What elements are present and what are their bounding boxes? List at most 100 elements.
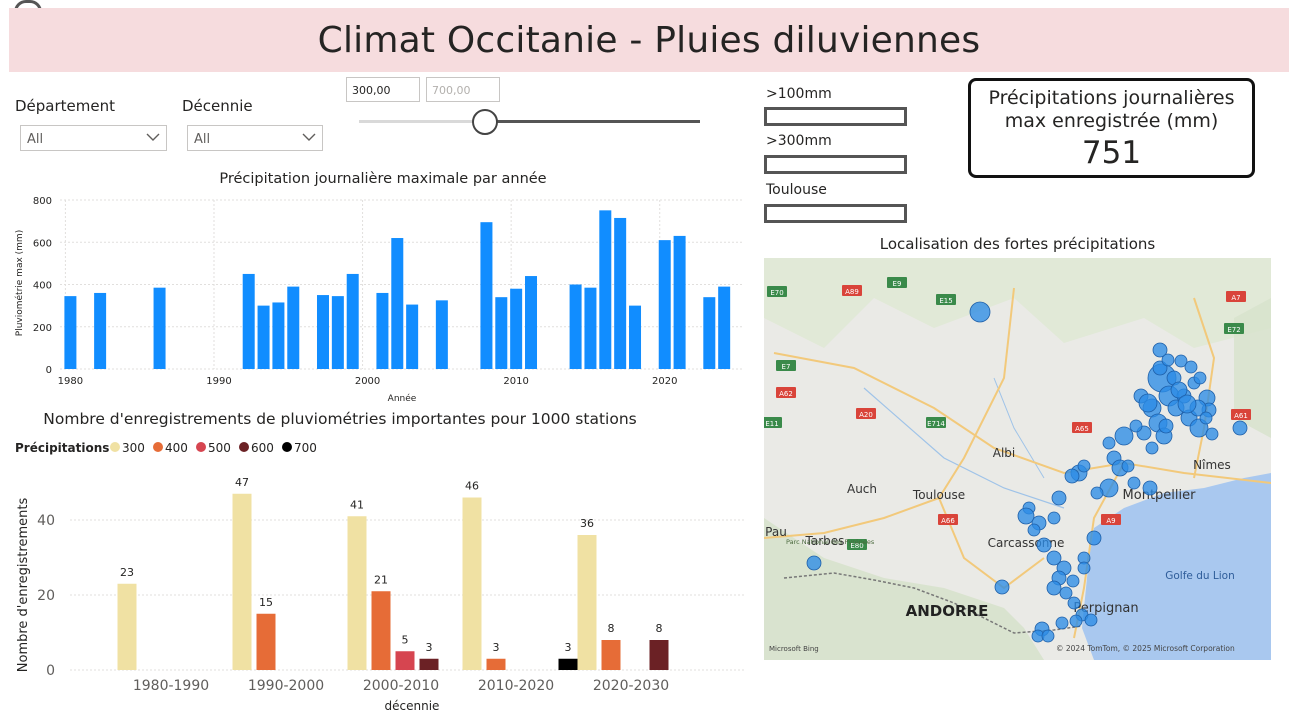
precipitation-marker[interactable] [1114, 426, 1134, 446]
chart1-bar[interactable] [346, 273, 359, 369]
chart1-bars[interactable] [64, 210, 731, 370]
chart1-bar[interactable] [584, 287, 597, 369]
chart2-bar[interactable] [117, 583, 137, 670]
chart1-bar[interactable] [614, 217, 627, 369]
precipitation-marker[interactable] [1027, 523, 1041, 537]
chart2-legend-item[interactable]: 600 [239, 441, 274, 455]
chart2-bar[interactable] [649, 640, 669, 670]
range-min-input[interactable]: 300,00 [346, 77, 420, 102]
precipitation-marker[interactable] [1090, 486, 1104, 500]
precipitation-marker[interactable] [1036, 537, 1052, 553]
precipitation-marker[interactable] [1047, 511, 1061, 525]
chart1-bar[interactable] [658, 240, 671, 369]
precipitation-marker[interactable] [1184, 360, 1198, 374]
precipitation-marker[interactable] [1158, 418, 1174, 434]
departement-dropdown[interactable]: All [20, 125, 167, 151]
precipitation-marker[interactable] [1152, 342, 1168, 358]
precipitation-marker[interactable] [1077, 561, 1091, 575]
precipitation-marker[interactable] [1046, 550, 1062, 566]
chart1-bar[interactable] [64, 296, 77, 369]
chart1-bar[interactable] [376, 292, 389, 369]
range-max-input[interactable]: 700,00 [426, 77, 500, 102]
precipitation-marker[interactable] [1193, 371, 1207, 385]
precipitation-marker[interactable] [1069, 614, 1083, 628]
chart1-bar[interactable] [391, 238, 404, 369]
precipitation-marker[interactable] [1046, 580, 1062, 596]
precipitation-marker[interactable] [1102, 436, 1116, 450]
chart2-bar[interactable] [347, 516, 367, 670]
chart1-bar[interactable] [406, 304, 419, 369]
chart2-bar[interactable] [558, 658, 578, 670]
chart1-bar[interactable] [673, 235, 686, 369]
chart1-bar[interactable] [435, 300, 448, 369]
precipitation-marker[interactable] [1051, 490, 1067, 506]
chart2-bar[interactable] [395, 651, 415, 670]
chart1-bar[interactable] [257, 305, 270, 369]
precipitation-marker[interactable] [1041, 629, 1055, 643]
precipitation-marker[interactable] [1199, 411, 1213, 425]
slider-handle[interactable] [472, 109, 499, 135]
precipitation-marker[interactable] [1077, 459, 1091, 473]
chart1-bar[interactable] [495, 297, 508, 369]
chart2-bar[interactable] [486, 658, 506, 670]
precipitation-marker[interactable] [1177, 394, 1197, 414]
precipitation-marker[interactable] [1055, 616, 1069, 630]
chart1-bar[interactable] [287, 286, 300, 369]
precipitation-marker[interactable] [1232, 420, 1248, 436]
precipitation-marker[interactable] [1138, 393, 1158, 413]
decade-count-chart[interactable]: Nombre d'enregistrements de pluviométrie… [10, 405, 755, 718]
precipitation-marker[interactable] [806, 555, 822, 571]
precipitation-marker[interactable] [1142, 480, 1158, 496]
precipitation-marker[interactable] [1121, 459, 1135, 473]
map-visual[interactable]: E70 A89 E9 E15 A7 E72 E7 A62 A20 E11 E714 A65 A61 A66… [764, 258, 1271, 660]
chart2-bar[interactable] [577, 535, 597, 670]
precipitation-marker[interactable] [1129, 419, 1143, 433]
chart2-bar[interactable] [371, 591, 391, 670]
chart1-bar[interactable] [703, 297, 716, 369]
chart2-legend[interactable]: 300 400 500 600 700 [110, 441, 317, 455]
chart2-bars[interactable] [117, 493, 669, 671]
precipitation-marker[interactable] [1066, 574, 1080, 588]
precipitation-marker[interactable] [1067, 596, 1081, 610]
chart1-bar[interactable] [525, 276, 538, 369]
chart2-bar[interactable] [601, 640, 621, 670]
chart1-bar[interactable] [599, 210, 612, 369]
chart2-bar[interactable] [256, 613, 276, 670]
chart1-bar[interactable] [629, 305, 642, 369]
precipitation-marker[interactable] [1017, 507, 1035, 525]
precipitation-marker[interactable] [1064, 468, 1080, 484]
legend-toggle-100mm[interactable] [764, 107, 907, 126]
precipitation-marker[interactable] [994, 579, 1010, 595]
chart1-bar[interactable] [153, 287, 166, 369]
precipitation-marker[interactable] [969, 301, 991, 323]
precipitation-marker[interactable] [1170, 381, 1188, 399]
back-arrow-icon[interactable] [14, 0, 42, 12]
chart1-bar[interactable] [510, 288, 523, 369]
decennie-dropdown[interactable]: All [187, 125, 323, 151]
precipitation-marker[interactable] [1086, 530, 1102, 546]
precipitation-marker[interactable] [1161, 353, 1175, 367]
chart2-legend-item[interactable]: 400 [153, 441, 188, 455]
chart2-legend-item[interactable]: 500 [196, 441, 231, 455]
slider-track-inactive[interactable] [359, 120, 486, 123]
legend-toggle-300mm[interactable] [764, 155, 907, 174]
chart1-bar[interactable] [272, 302, 285, 369]
chart2-bar[interactable] [419, 658, 439, 670]
legend-toggle-toulouse[interactable] [764, 204, 907, 223]
precipitation-marker[interactable] [1145, 441, 1159, 455]
chart2-bar[interactable] [462, 497, 482, 671]
precipitation-marker[interactable] [1084, 613, 1098, 627]
chart1-bar[interactable] [94, 292, 107, 369]
chart1-bar[interactable] [718, 286, 731, 369]
precipitation-marker[interactable] [1205, 427, 1219, 441]
precipitation-marker[interactable] [1127, 476, 1141, 490]
chart1-bar[interactable] [569, 284, 582, 370]
chart1-bar[interactable] [331, 296, 344, 369]
chart1-bar[interactable] [480, 222, 493, 369]
precipitation-marker[interactable] [1059, 586, 1073, 600]
slider-track-active[interactable] [485, 120, 700, 123]
yearly-max-chart[interactable]: Précipitation journalière maximale par a… [10, 165, 750, 405]
precipitation-marker[interactable] [1174, 354, 1188, 368]
chart2-legend-item[interactable]: 300 [110, 441, 145, 455]
chart1-bar[interactable] [316, 295, 329, 369]
